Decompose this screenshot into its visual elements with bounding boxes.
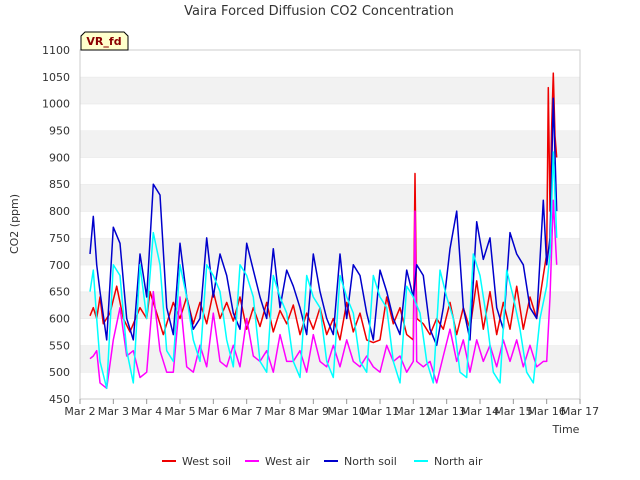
badge-label: VR_fd [86,35,121,48]
x-tick-label: Mar 16 [528,405,566,418]
grid-band [80,184,580,212]
x-tick-label: Mar 10 [328,405,366,418]
y-tick-label: 750 [49,232,70,245]
grid-band [80,264,580,292]
series-line-west-air [89,199,558,390]
y-tick-label: 1000 [42,98,70,111]
y-tick-label: 600 [49,312,70,325]
x-tick-label: Mar 17 [561,405,599,418]
chart-title: Vaira Forced Diffusion CO2 Concentration [184,4,454,19]
x-tick-label: Mar 7 [231,405,262,418]
series-line-north-soil [89,97,558,347]
y-tick-label: 500 [49,366,70,379]
legend-label-west-soil: West soil [182,455,231,468]
x-axis-ticks: Mar 2 Mar 3 Mar 4 Mar 5 Mar 6 Mar 7 Mar 8 Mar 9… [64,399,599,418]
grid-band [80,157,580,185]
legend: West soil West air North soil North air [162,455,483,468]
x-tick-label: Mar 8 [264,405,295,418]
y-tick-label: 850 [49,178,70,191]
x-tick-label: Mar 14 [461,405,499,418]
y-tick-label: 550 [49,339,70,352]
grid-band [80,50,580,77]
site-badge: VR_fd [80,31,129,51]
x-tick-label: Mar 11 [361,405,399,418]
grid-band [80,130,580,158]
y-tick-label: 1100 [42,44,70,57]
x-tick-label: Mar 9 [298,405,329,418]
x-tick-label: Mar 12 [394,405,432,418]
y-tick-label: 1050 [42,71,70,84]
y-tick-label: 800 [49,205,70,218]
series-lines [89,72,558,390]
x-tick-label: Mar 3 [98,405,129,418]
badge-box [80,31,129,51]
x-axis-label: Time [552,423,580,436]
y-tick-label: 700 [49,259,70,272]
grid-band [80,76,580,104]
plot-frame [79,49,581,400]
y-tick-label: 650 [49,286,70,299]
x-tick-label: Mar 6 [198,405,229,418]
legend-label-north-soil: North soil [344,455,397,468]
grid-band [80,103,580,131]
series-line-north-air [89,151,558,390]
y-tick-label: 950 [49,125,70,138]
x-tick-label: Mar 15 [494,405,532,418]
grid-band [80,372,580,399]
y-axis-ticks: 450 500 550 600 650 700 750 800 850 900 950 1000 105… [42,44,70,406]
grid-band [80,318,580,346]
y-tick-label: 450 [49,393,70,406]
y-axis-label: CO2 (ppm) [8,194,21,254]
series-line-west-soil [89,72,558,344]
legend-label-west-air: West air [265,455,310,468]
legend-label-north-air: North air [434,455,483,468]
x-tick-label: Mar 4 [131,405,162,418]
y-tick-label: 900 [49,151,70,164]
x-tick-label: Mar 2 [64,405,95,418]
grid-band [80,211,580,238]
x-tick-label: Mar 5 [164,405,195,418]
x-tick-label: Mar 13 [428,405,466,418]
